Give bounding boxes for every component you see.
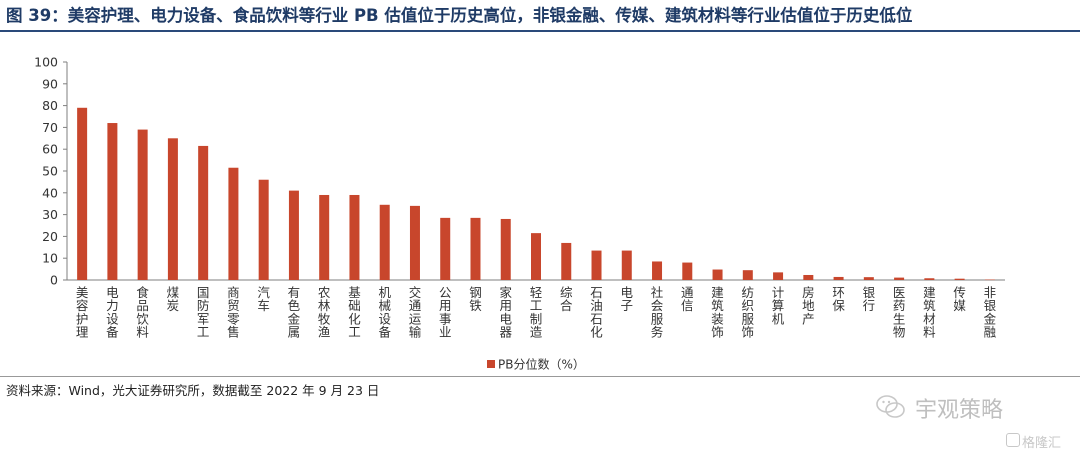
y-tick-label: 90: [42, 76, 58, 91]
x-tick-label: 农林牧渔: [318, 285, 331, 340]
bar: [440, 217, 451, 280]
bar: [621, 250, 632, 280]
x-tick-label: 传媒: [953, 285, 966, 313]
x-tick-label: 社会服务: [651, 285, 664, 340]
bar: [561, 242, 572, 280]
x-tick-label: 纺织服饰: [742, 285, 755, 340]
wechat-icon: [876, 395, 905, 418]
bar: [379, 204, 390, 280]
y-tick-label: 60: [42, 142, 58, 157]
x-tick-label: 国防军工: [197, 285, 210, 340]
x-tick-label: 公用事业: [439, 285, 452, 340]
x-tick-label: 环保: [832, 285, 845, 313]
x-tick-label: 建筑装饰: [711, 285, 724, 340]
bar: [682, 262, 693, 280]
bar: [77, 107, 88, 280]
y-tick-label: 50: [42, 164, 58, 179]
source-divider: [0, 376, 1080, 377]
x-tick-label: 汽车: [257, 285, 270, 313]
watermark-text: 宇观策略: [915, 398, 1004, 423]
bar: [984, 279, 995, 281]
x-tick-label: 轻工制造: [530, 285, 543, 340]
y-tick-label: 30: [42, 207, 58, 222]
x-tick-label: 计算机: [772, 285, 785, 326]
bar: [803, 274, 814, 280]
x-tick-label: 美容护理: [76, 285, 89, 340]
x-tick-label: 机械设备: [378, 285, 391, 340]
bar: [319, 194, 330, 280]
x-tick-label: 银行: [863, 285, 876, 313]
bar: [954, 278, 965, 280]
chart-title: 图 39：美容护理、电力设备、食品饮料等行业 PB 估值位于历史高位，非银金融、…: [6, 6, 913, 25]
bar: [894, 277, 905, 280]
x-tick-label: 有色金属: [288, 285, 301, 340]
bar: [712, 269, 723, 280]
x-tick-label: 综合: [560, 285, 573, 313]
bar: [228, 167, 239, 280]
x-tick-label: 交通运输: [409, 285, 422, 340]
y-tick-label: 0: [50, 273, 58, 288]
bar: [288, 190, 299, 280]
x-tick-label: 食品饮料: [136, 285, 149, 340]
x-tick-label: 家用电器: [499, 285, 512, 340]
y-tick-label: 40: [42, 185, 58, 200]
y-tick-label: 100: [34, 55, 58, 70]
bar: [591, 250, 602, 280]
bar: [773, 272, 784, 280]
bar: [137, 129, 148, 280]
bar: [409, 205, 420, 280]
legend-label: PB分位数（%）: [498, 357, 585, 372]
x-tick-label: 煤炭: [167, 285, 180, 313]
x-tick-label: 非银金融: [984, 285, 997, 340]
x-tick-label: 基础化工: [348, 285, 361, 340]
x-tick-label: 医药生物: [893, 285, 906, 340]
bar-chart: 0 10 20 30 40 50 60 70 80 90 100 美容护理 电力设备 食品饮料 煤炭 国防军工…: [34, 55, 1005, 372]
title-divider: [0, 30, 1080, 32]
bar: [349, 194, 360, 280]
bar: [742, 270, 753, 280]
bar: [863, 277, 874, 280]
bar: [833, 276, 844, 280]
bar: [470, 217, 481, 280]
x-tick-label: 电子: [621, 285, 634, 313]
bar: [924, 278, 935, 280]
bar: [531, 233, 541, 280]
watermark-secondary: 格隆汇: [1022, 436, 1062, 451]
y-tick-label: 10: [42, 251, 58, 266]
legend-swatch: [487, 360, 495, 368]
y-tick-label: 20: [42, 229, 58, 244]
x-tick-label: 通信: [681, 285, 694, 313]
gelonghui-logo-icon: [1006, 433, 1020, 447]
x-tick-label: 商贸零售: [227, 285, 240, 340]
bar: [258, 179, 269, 280]
x-tick-label: 建筑材料: [923, 285, 936, 340]
bar: [198, 145, 209, 280]
y-tick-label: 80: [42, 98, 58, 113]
x-tick-label: 钢铁: [469, 285, 482, 313]
bar: [107, 123, 118, 280]
bar: [652, 261, 663, 280]
bar: [167, 138, 178, 280]
x-tick-label: 电力设备: [106, 285, 119, 340]
x-tick-label: 石油石化: [590, 285, 603, 340]
source-note: 资料来源：Wind，光大证券研究所，数据截至 2022 年 9 月 23 日: [6, 383, 380, 398]
x-tick-label: 房地产: [802, 285, 815, 326]
y-tick-label: 70: [42, 120, 58, 135]
bar: [500, 218, 511, 280]
